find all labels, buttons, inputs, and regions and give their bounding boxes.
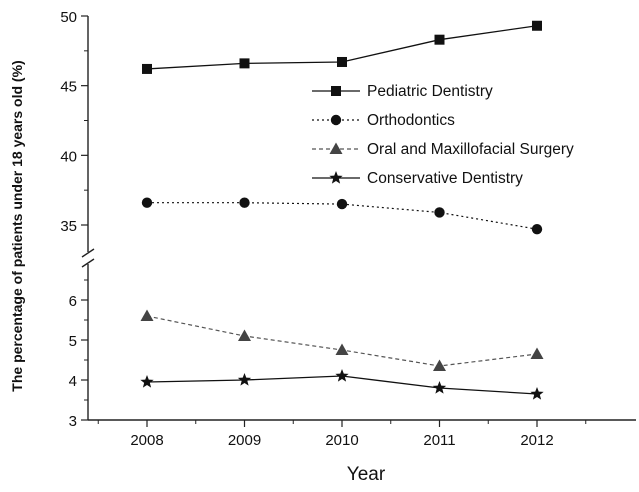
legend-label: Oral and Maxillofacial Surgery bbox=[367, 141, 574, 158]
data-point bbox=[531, 223, 543, 235]
y-tick-label: 6 bbox=[69, 293, 77, 310]
series-triangle bbox=[140, 309, 544, 371]
data-point bbox=[432, 381, 447, 394]
data-point bbox=[434, 34, 445, 45]
data-point bbox=[530, 347, 544, 359]
data-point bbox=[434, 207, 445, 218]
data-point bbox=[337, 56, 347, 67]
series-line bbox=[146, 315, 538, 367]
data-point bbox=[532, 20, 542, 31]
data-point bbox=[336, 198, 348, 210]
legend-marker bbox=[329, 171, 343, 184]
y-tick-label: 35 bbox=[60, 218, 77, 235]
legend-marker bbox=[331, 86, 341, 96]
data-point bbox=[238, 329, 251, 341]
data-point bbox=[335, 343, 349, 355]
legend-label: Pediatric Dentistry bbox=[367, 83, 493, 100]
data-point bbox=[433, 359, 446, 371]
y-tick-label: 3 bbox=[69, 413, 77, 430]
legend-marker bbox=[330, 114, 342, 126]
legend-marker bbox=[329, 142, 343, 154]
x-tick-label: 2010 bbox=[325, 432, 358, 449]
axis-break-mark bbox=[81, 258, 95, 268]
y-tick-label: 4 bbox=[69, 373, 77, 390]
data-point bbox=[141, 197, 153, 208]
legend-label: Conservative Dentistry bbox=[367, 170, 523, 187]
data-point bbox=[142, 63, 152, 74]
data-point bbox=[140, 309, 154, 321]
legend-label: Orthodontics bbox=[367, 112, 455, 129]
y-tick-label: 40 bbox=[60, 148, 77, 165]
axis-break-mark bbox=[81, 248, 95, 258]
y-tick-label: 45 bbox=[60, 79, 77, 96]
legend: Pediatric Dentistry Orthodontics Oral and … bbox=[312, 83, 574, 187]
axes bbox=[81, 16, 636, 421]
series-square bbox=[142, 20, 542, 74]
data-point bbox=[335, 369, 349, 382]
data-point bbox=[239, 197, 250, 208]
y-tick-label: 5 bbox=[69, 333, 77, 350]
series-circle bbox=[141, 197, 543, 235]
data-point bbox=[239, 58, 250, 69]
x-ticks: 2008 2009 2010 2011 2012 bbox=[97, 420, 587, 449]
series-layer bbox=[140, 20, 544, 400]
x-axis-title: Year bbox=[347, 464, 386, 485]
data-point bbox=[237, 373, 252, 386]
y-axis-title: The percentage of patients under 18 year… bbox=[9, 60, 25, 391]
x-tick-label: 2012 bbox=[520, 432, 553, 449]
series-star bbox=[140, 369, 544, 400]
x-tick-label: 2011 bbox=[423, 432, 455, 449]
x-tick-label: 2008 bbox=[130, 432, 163, 449]
y-tick-label: 50 bbox=[60, 9, 77, 26]
data-point bbox=[140, 375, 154, 388]
x-tick-label: 2009 bbox=[228, 432, 261, 449]
data-point bbox=[530, 387, 544, 400]
